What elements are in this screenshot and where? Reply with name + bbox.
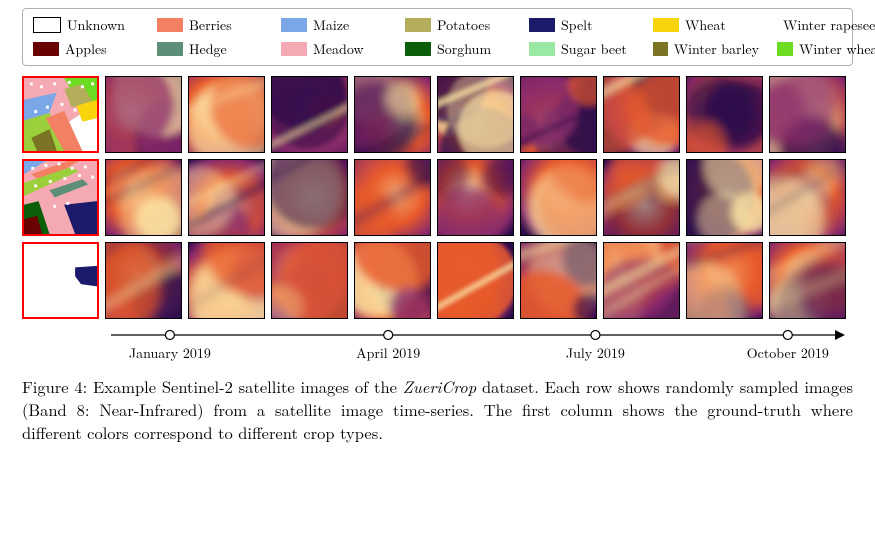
legend-label: Meadow — [313, 39, 364, 59]
legend-item: Apples — [33, 39, 139, 59]
legend-col: Spelt Sugar beet — [529, 15, 635, 59]
legend-col: Maize Meadow — [281, 15, 387, 59]
legend-label: Unknown — [67, 15, 125, 35]
satellite-tile — [188, 159, 265, 236]
legend-item: Hedge — [157, 39, 263, 59]
legend-label: Apples — [65, 39, 107, 59]
legend-label: Potatoes — [437, 15, 490, 35]
legend-swatch — [281, 42, 307, 56]
satellite-tile — [603, 159, 680, 236]
legend-col: Unknown Apples — [33, 15, 139, 59]
satellite-tile — [271, 76, 348, 153]
satellite-tile — [354, 159, 431, 236]
legend-label: Berries — [189, 15, 232, 35]
caption-text-a: Example Sentinel-2 satellite images of t… — [87, 374, 403, 398]
satellite-tile — [271, 242, 348, 319]
legend-col: Winter rapeseed Winter wheat — [777, 15, 875, 59]
satellite-tile — [437, 159, 514, 236]
legend-label: Winter wheat — [799, 39, 875, 59]
legend-col: Potatoes Sorghum — [405, 15, 511, 59]
legend-item: Winter rapeseed — [777, 15, 875, 35]
figure-number: Figure 4: — [22, 374, 87, 398]
timeline-tick-label: April 2019 — [356, 343, 420, 363]
satellite-tile — [188, 76, 265, 153]
legend-label: Wheat — [685, 15, 726, 35]
satellite-tile — [271, 159, 348, 236]
satellite-tile — [188, 242, 265, 319]
image-grid — [22, 76, 853, 319]
timeline-axis: January 2019 April 2019 July 2019 October 2… — [107, 323, 847, 365]
legend-swatch — [33, 17, 61, 33]
legend-item: Sorghum — [405, 39, 511, 59]
satellite-tile — [354, 76, 431, 153]
ground-truth-tile — [22, 159, 99, 236]
satellite-tile — [105, 242, 182, 319]
legend-item: Winter wheat — [777, 39, 875, 59]
timeline-tick-label: October 2019 — [747, 343, 829, 363]
legend-item: Potatoes — [405, 15, 511, 35]
grid-row — [22, 159, 853, 236]
legend-swatch — [777, 42, 793, 56]
legend-item: Berries — [157, 15, 263, 35]
legend-label: Sugar beet — [561, 39, 627, 59]
legend-item: Spelt — [529, 15, 635, 35]
timeline-tick-label: July 2019 — [566, 343, 625, 363]
legend-swatch — [405, 42, 431, 56]
legend-label: Maize — [313, 15, 349, 35]
satellite-tile — [105, 76, 182, 153]
satellite-tile — [520, 242, 597, 319]
satellite-tile — [105, 159, 182, 236]
satellite-tile — [769, 242, 846, 319]
ground-truth-tile — [22, 242, 99, 319]
satellite-tile — [686, 76, 763, 153]
satellite-tile — [437, 76, 514, 153]
timeline-tick-label: January 2019 — [129, 343, 211, 363]
satellite-tile — [769, 159, 846, 236]
ground-truth-tile — [22, 76, 99, 153]
satellite-tile — [769, 76, 846, 153]
legend-swatch — [653, 42, 668, 56]
legend-swatch — [653, 18, 679, 32]
satellite-tile — [520, 76, 597, 153]
grid-row — [22, 242, 853, 319]
figure-caption: Figure 4: Example Sentinel-2 satellite i… — [22, 375, 853, 443]
legend-item: Unknown — [33, 15, 139, 35]
satellite-tile — [354, 242, 431, 319]
satellite-tile — [603, 76, 680, 153]
legend-label: Sorghum — [437, 39, 491, 59]
legend-item: Winter barley — [653, 39, 759, 59]
legend-item: Sugar beet — [529, 39, 635, 59]
legend-swatch — [33, 42, 59, 56]
legend-swatch — [157, 42, 183, 56]
satellite-tile — [437, 242, 514, 319]
legend-item: Meadow — [281, 39, 387, 59]
legend-swatch — [157, 18, 183, 32]
legend-col: Wheat Winter barley — [653, 15, 759, 59]
legend-swatch — [281, 18, 307, 32]
satellite-tile — [686, 159, 763, 236]
legend-col: Berries Hedge — [157, 15, 263, 59]
legend-item: Maize — [281, 15, 387, 35]
grid-row — [22, 76, 853, 153]
legend-swatch — [529, 42, 555, 56]
legend-label: Winter barley — [674, 39, 759, 59]
legend-swatch — [405, 18, 431, 32]
legend: Unknown Apples Berries Hedge Maize Meadow Pota… — [22, 8, 853, 66]
satellite-tile — [520, 159, 597, 236]
caption-dataset-name: ZueriCrop — [403, 374, 476, 398]
legend-swatch — [529, 18, 555, 32]
legend-label: Winter rapeseed — [783, 15, 875, 35]
satellite-tile — [686, 242, 763, 319]
legend-label: Spelt — [561, 15, 593, 35]
satellite-tile — [603, 242, 680, 319]
legend-item: Wheat — [653, 15, 759, 35]
legend-label: Hedge — [189, 39, 227, 59]
